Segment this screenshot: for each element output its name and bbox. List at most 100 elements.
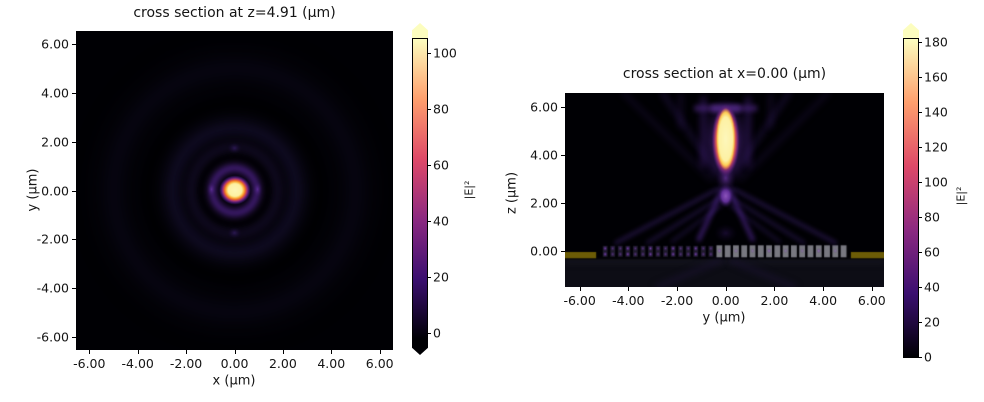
colorbar-tick-label: 100: [924, 174, 948, 190]
colorbar-tick-label: 40: [433, 213, 449, 229]
colorbar-tick-mark: [918, 217, 922, 219]
y-tick-mark: [561, 251, 565, 253]
y-tick-mark: [72, 287, 76, 289]
y-tick-mark: [72, 190, 76, 192]
colorbar-tick-label: 20: [924, 314, 940, 330]
colorbar-tick-mark: [918, 147, 922, 149]
panel-xy-title: cross section at z=4.91 (μm): [133, 5, 336, 21]
colorbar-tick-label: 0: [433, 325, 441, 341]
panel-xy-heatmap: [76, 31, 393, 350]
y-tick-label: 6.00: [41, 36, 69, 52]
x-tick-mark: [774, 287, 776, 291]
x-tick-mark: [379, 350, 381, 354]
x-tick-label: 6.00: [857, 293, 886, 308]
colorbar-tick-mark: [427, 277, 431, 279]
y-tick-label: 0.00: [530, 243, 558, 259]
x-tick-label: 4.00: [317, 356, 346, 371]
x-tick-mark: [137, 350, 139, 354]
x-tick-mark: [331, 350, 333, 354]
panel-yz-colorbar: 0 20 40 60 80 100 120 140 160 180: [903, 35, 948, 365]
x-tick-mark: [579, 287, 581, 291]
colorbar-tick-mark: [427, 53, 431, 55]
colorbar-tick-label: 40: [924, 279, 940, 295]
x-tick-mark: [186, 350, 188, 354]
y-tick-label: -2.00: [36, 231, 69, 247]
panel-yz-colorbar-label: |E|²: [954, 186, 968, 206]
y-tick-mark: [72, 141, 76, 143]
colorbar-tick-label: 20: [433, 269, 449, 285]
y-tick-label: -4.00: [36, 280, 69, 296]
panel-xy-xlabel: x (μm): [212, 373, 256, 389]
colorbar-tick-label: 80: [433, 101, 449, 117]
x-tick-label: -2.00: [169, 356, 203, 371]
colorbar-tick-label: 180: [924, 34, 948, 50]
x-tick-mark: [725, 287, 727, 291]
x-tick-mark: [282, 350, 284, 354]
colorbar-tick-mark: [918, 287, 922, 289]
x-tick-label: 0.00: [220, 356, 249, 371]
y-tick-label: 0.00: [41, 183, 69, 198]
panel-yz-ylabel: z (μm): [504, 171, 520, 215]
colorbar-extend-min-arrow: [412, 339, 428, 355]
x-tick-label: 0.00: [711, 293, 740, 308]
y-tick-mark: [72, 44, 76, 46]
x-tick-mark: [628, 287, 630, 291]
colorbar-tick-mark: [918, 322, 922, 324]
x-tick-mark: [234, 350, 236, 354]
x-tick-label: -4.00: [612, 293, 645, 308]
colorbar-extend-max-arrow: [903, 23, 919, 39]
y-tick-label: 2.00: [41, 134, 69, 150]
colorbar-tick-label: 0: [924, 349, 932, 365]
colorbar-tick-label: 60: [924, 244, 940, 260]
x-tick-mark: [823, 287, 825, 291]
y-tick-label: 4.00: [41, 85, 69, 101]
y-tick-mark: [561, 203, 565, 205]
colorbar-tick-label: 120: [924, 139, 948, 155]
x-tick-label: 2.00: [268, 356, 297, 371]
panel-yz-heatmap: [565, 93, 884, 287]
panel-yz-xlabel: y (μm): [702, 310, 746, 326]
panel-yz-plot-area: -6.00 -4.00 -2.00 0.00 2.00 4.00 6.00 6.00 4.00 2…: [530, 93, 886, 308]
x-tick-mark: [89, 350, 91, 354]
y-tick-mark: [561, 107, 565, 109]
colorbar-tick-label: 80: [924, 209, 940, 225]
colorbar-tick-mark: [918, 42, 922, 44]
colorbar-tick-mark: [427, 109, 431, 111]
x-tick-label: 6.00: [365, 356, 394, 371]
colorbar-tick-label: 60: [433, 157, 449, 173]
colorbar-tick-label: 140: [924, 104, 948, 120]
x-tick-label: -6.00: [563, 293, 596, 308]
x-tick-mark: [677, 287, 678, 291]
y-tick-label: 4.00: [530, 147, 558, 163]
panel-xy-plot-area: -6.00 -4.00 -2.00 0.00 2.00 4.00 6.00 6.00 4.00 2…: [37, 31, 394, 371]
colorbar-tick-label: 160: [924, 69, 948, 85]
panel-xy-colorbar: 0 20 40 60 80 100: [412, 38, 457, 341]
x-tick-label: -2.00: [660, 293, 694, 308]
x-tick-label: -6.00: [73, 356, 106, 371]
x-tick-label: 4.00: [809, 293, 838, 308]
colorbar-tick-mark: [427, 165, 431, 167]
colorbar-tick-mark: [918, 357, 922, 358]
colorbar-extend-max-arrow: [412, 23, 428, 39]
x-tick-label: 2.00: [760, 293, 789, 308]
y-tick-mark: [561, 155, 565, 157]
colorbar-tick-mark: [918, 112, 922, 114]
x-tick-mark: [871, 287, 873, 291]
panel-yz-title: cross section at x=0.00 (μm): [622, 66, 827, 82]
colorbar-tick-mark: [427, 221, 431, 223]
colorbar-tick-mark: [918, 77, 922, 79]
y-tick-mark: [72, 239, 76, 241]
y-tick-label: 2.00: [530, 195, 558, 211]
y-tick-mark: [72, 336, 76, 338]
panel-xy-ylabel: y (μm): [25, 168, 41, 212]
y-tick-label: -6.00: [36, 329, 69, 345]
y-tick-label: 6.00: [530, 99, 558, 115]
panel-xy-colorbar-label: |E|²: [462, 180, 476, 200]
colorbar-tick-mark: [918, 182, 922, 184]
colorbar-tick-label: 100: [433, 45, 457, 61]
colorbar-tick-mark: [427, 333, 431, 335]
colorbar-tick-mark: [918, 252, 922, 254]
y-tick-mark: [72, 93, 76, 95]
x-tick-label: -4.00: [121, 356, 154, 371]
